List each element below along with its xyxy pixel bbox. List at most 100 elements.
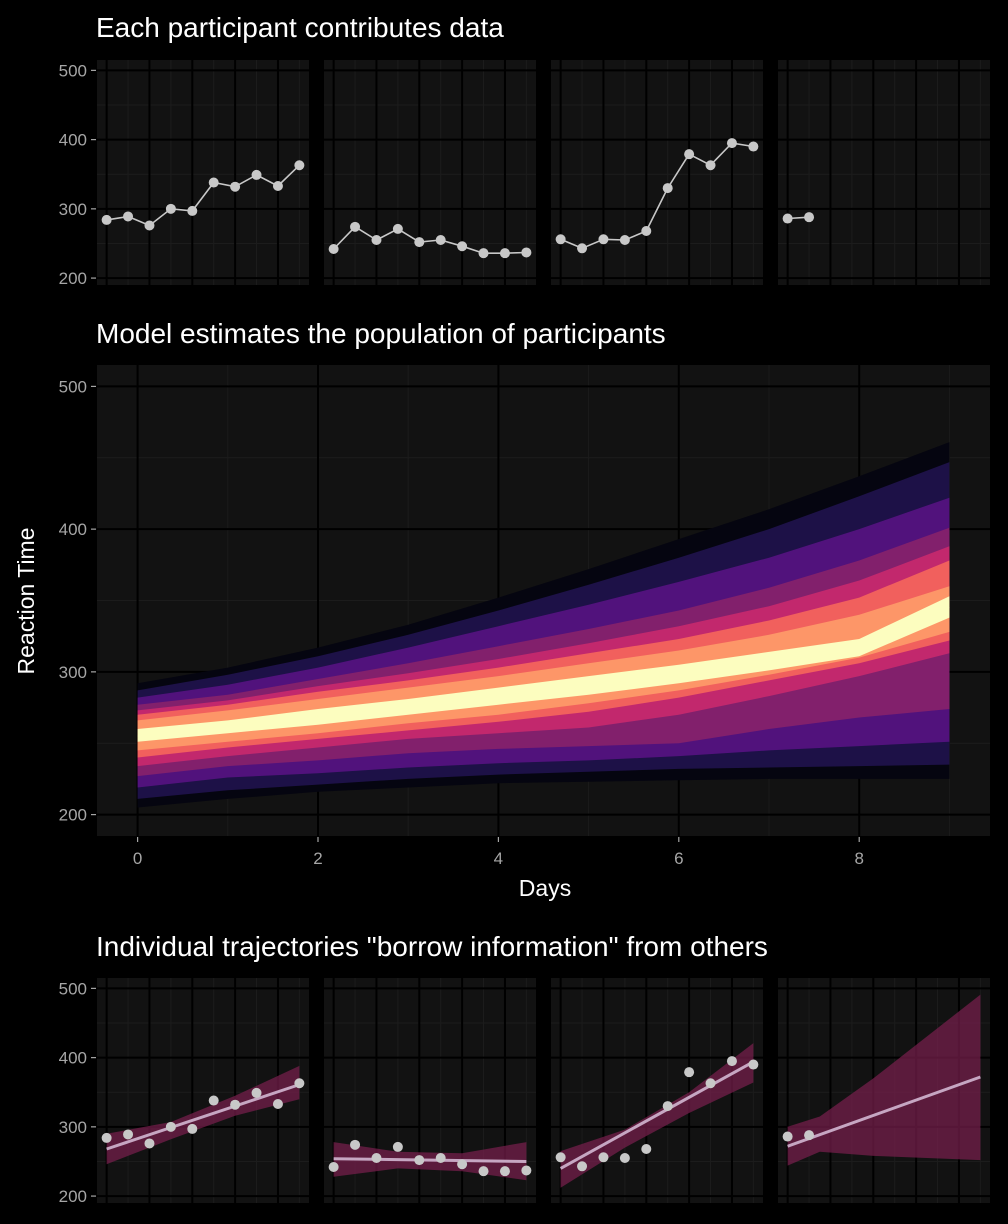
data-point [782, 1131, 793, 1142]
data-point [187, 1123, 198, 1134]
y-tick-label: 300 [59, 200, 87, 219]
median-line [137, 607, 950, 737]
x-tick-label: 8 [854, 849, 863, 868]
population-panel: 200 300 400 500 0 2 4 6 8 [59, 365, 990, 868]
data-point [499, 1166, 510, 1177]
facet-panel [324, 978, 536, 1203]
panel-background [324, 60, 536, 285]
x-tick-label: 2 [313, 849, 322, 868]
data-point [748, 1059, 759, 1070]
data-point [748, 141, 759, 152]
data-point [208, 1095, 219, 1106]
top-title: Each participant contributes data [96, 12, 504, 43]
y-tick-label: 200 [59, 806, 87, 825]
data-point [457, 1159, 468, 1170]
y-axis-label: Reaction Time [13, 527, 39, 674]
data-point [371, 235, 382, 245]
bottom-title: Individual trajectories "borrow informat… [96, 931, 768, 962]
data-point [499, 248, 510, 259]
data-point [705, 1078, 716, 1089]
data-point [251, 1087, 262, 1098]
data-point [726, 1056, 737, 1067]
facet-panel [778, 60, 990, 285]
participant-line [560, 142, 754, 250]
data-point [328, 244, 339, 254]
y-tick-label: 300 [59, 663, 87, 682]
data-point [478, 1166, 489, 1177]
data-point [350, 221, 361, 232]
data-point [662, 183, 673, 194]
data-point [144, 1138, 155, 1149]
x-tick-label: 6 [674, 849, 683, 868]
y-tick-label: 500 [59, 61, 87, 80]
data-point [414, 1155, 425, 1166]
bottom-facet-panels: 200 300 400 500 [59, 978, 990, 1206]
data-point [251, 169, 262, 180]
data-point [165, 1121, 176, 1132]
data-point [804, 1130, 815, 1141]
data-point [684, 149, 695, 160]
panel-background [97, 60, 309, 285]
data-point [684, 1067, 695, 1078]
facet-panel [778, 978, 990, 1203]
data-point [101, 214, 112, 225]
data-point [619, 235, 630, 245]
panel-background [778, 60, 990, 285]
fitted-line [559, 1060, 755, 1170]
facet-panel [551, 978, 763, 1203]
y-tick-label: 300 [59, 1118, 87, 1137]
credible-ribbon [787, 994, 981, 1166]
data-point [804, 212, 815, 223]
y-tick-label: 500 [59, 377, 87, 396]
data-point [272, 181, 283, 191]
data-point [641, 226, 652, 236]
data-point [478, 248, 489, 259]
data-point [350, 1139, 361, 1150]
data-point [187, 205, 198, 216]
data-point [414, 237, 425, 248]
data-point [272, 1099, 283, 1109]
y-tick-label: 200 [59, 269, 87, 288]
data-point [123, 1129, 134, 1140]
data-point [662, 1101, 673, 1112]
credible-ribbon [106, 1065, 300, 1165]
data-point [705, 160, 716, 171]
data-point [457, 241, 468, 252]
data-point [619, 1153, 630, 1163]
data-point [555, 1152, 566, 1163]
data-point [101, 1132, 112, 1143]
y-tick-label: 400 [59, 131, 87, 150]
y-tick-label: 400 [59, 1049, 87, 1068]
data-point [230, 181, 241, 192]
data-point [435, 1153, 446, 1163]
data-point [555, 234, 566, 245]
top-facet-panels: 200 300 400 500 [59, 60, 990, 288]
y-tick-label: 500 [59, 979, 87, 998]
data-point [208, 177, 219, 188]
data-point [123, 211, 134, 222]
data-point [521, 1165, 532, 1176]
data-point [598, 1152, 609, 1163]
data-point [371, 1153, 382, 1163]
data-point [144, 220, 155, 231]
facet-panel [97, 978, 309, 1203]
data-point [392, 223, 403, 234]
data-point [577, 243, 588, 254]
y-tick-label: 200 [59, 1187, 87, 1206]
data-point [598, 234, 609, 245]
data-point [328, 1162, 339, 1172]
x-tick-label: 0 [133, 849, 142, 868]
fitted-line [106, 1083, 300, 1151]
data-point [726, 138, 737, 149]
middle-title: Model estimates the population of partic… [96, 318, 666, 349]
facet-panel [324, 60, 536, 285]
facet-panel [97, 60, 309, 285]
data-point [782, 213, 793, 224]
data-point [230, 1099, 241, 1110]
data-point [577, 1161, 588, 1172]
fitted-line [787, 1075, 981, 1148]
y-tick-label: 400 [59, 520, 87, 539]
data-point [392, 1141, 403, 1152]
data-point [165, 203, 176, 214]
